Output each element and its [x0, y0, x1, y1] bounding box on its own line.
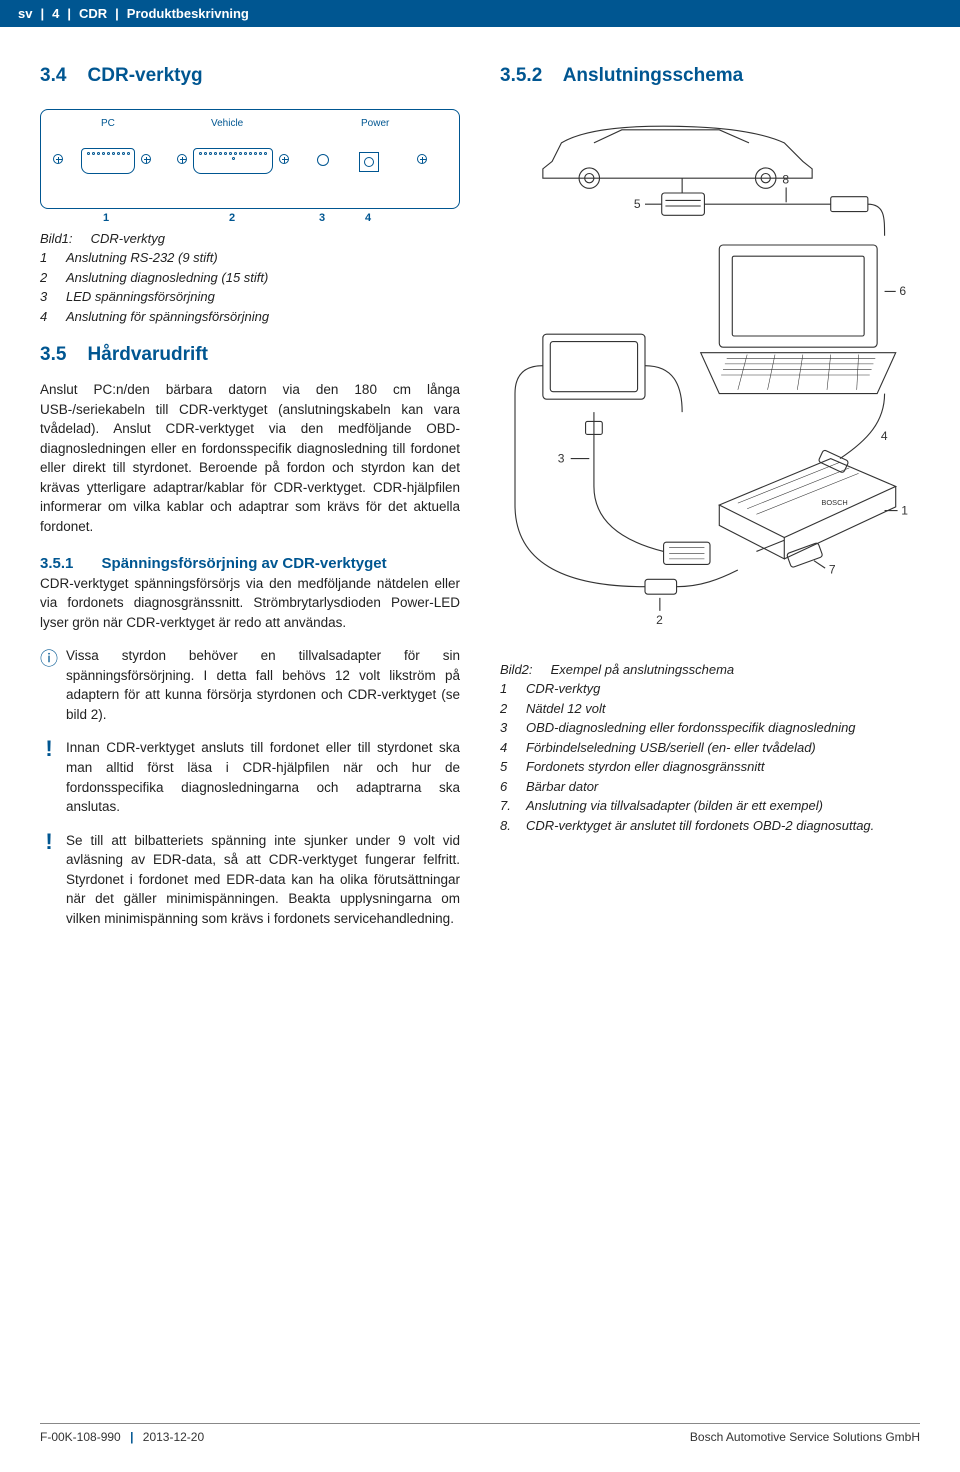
callout-num: 3: [319, 212, 325, 224]
header-lang: sv: [18, 6, 32, 21]
heading-3-4: 3.4 CDR-verktyg: [40, 65, 203, 87]
legend-text: LED spänningsförsörjning: [66, 287, 215, 307]
caption-title: Exempel på anslutningsschema: [551, 662, 735, 677]
separator-icon: |: [115, 6, 119, 21]
callout-num: 1: [103, 212, 109, 224]
legend-num: 3: [500, 718, 516, 738]
legend-text: Bärbar dator: [526, 777, 598, 797]
caption-label: Bild1:: [40, 231, 73, 246]
connection-schema-diagram: 8 5 6: [500, 115, 920, 635]
body-paragraph: Anslut PC:n/den bärbara datorn via den 1…: [40, 380, 460, 537]
legend-text: OBD-diagnosledning eller fordonsspecifik…: [526, 718, 856, 738]
note-text: Se till att bilbatteriets spänning inte …: [66, 831, 460, 929]
header-section: Produktbeskrivning: [127, 6, 249, 21]
heading-num: 3.5.1: [40, 555, 73, 572]
legend-text: Fordonets styrdon eller diagnosgränssnit…: [526, 757, 764, 777]
svg-text:BOSCH: BOSCH: [821, 498, 847, 507]
header-product: CDR: [79, 6, 107, 21]
legend-num: 4: [40, 307, 56, 327]
dsub15-port-icon: [193, 148, 273, 174]
legend-num: 1: [500, 679, 516, 699]
page-footer: F-00K-108-990 | 2013-12-20 Bosch Automot…: [40, 1423, 920, 1444]
info-icon: ⓘ: [40, 646, 58, 724]
legend-num: 8.: [500, 816, 516, 836]
heading-3-5-1: 3.5.1 Spänningsförsörjning av CDR-verkty…: [40, 555, 460, 572]
callout-num: 2: [229, 212, 235, 224]
right-column: 3.5.2 Anslutningsschema 8: [500, 47, 920, 929]
legend-text: Anslutning för spänningsförsörjning: [66, 307, 269, 327]
callout: 8: [782, 173, 789, 187]
legend-num: 4: [500, 738, 516, 758]
legend-num: 2: [40, 268, 56, 288]
heading-num: 3.5: [40, 344, 66, 365]
cdr-tool-panel-diagram: PC Vehicle Power 1 2 3 4: [40, 109, 460, 209]
header-page: 4: [52, 6, 59, 21]
legend-text: Anslutning via tillvalsadapter (bilden ä…: [526, 796, 823, 816]
figure-legend: 1 CDR-verktyg 2 Nätdel 12 volt 3 OBD-diagno…: [500, 679, 920, 835]
screw-icon: [417, 154, 427, 164]
callout: 5: [634, 197, 641, 211]
heading-title: Hårdvarudrift: [88, 344, 208, 365]
heading-3-5-2: 3.5.2 Anslutningsschema: [500, 65, 920, 87]
screw-icon: [279, 154, 289, 164]
caption-title: CDR-verktyg: [91, 231, 165, 246]
warning-icon: !: [40, 831, 58, 929]
legend-text: CDR-verktyg: [526, 679, 600, 699]
footer-date: 2013-12-20: [143, 1430, 204, 1444]
led-icon: [317, 154, 329, 166]
figure-caption: Bild1: CDR-verktyg: [40, 231, 460, 246]
figure-legend: 1 Anslutning RS-232 (9 stift) 2 Anslutning…: [40, 248, 460, 326]
legend-num: 6: [500, 777, 516, 797]
footer-doc-id: F-00K-108-990: [40, 1430, 121, 1444]
screw-icon: [177, 154, 187, 164]
separator-icon: |: [67, 6, 71, 21]
legend-text: Förbindelseledning USB/seriell (en- elle…: [526, 738, 816, 758]
page-header: sv | 4 | CDR | Produktbeskrivning: [0, 0, 960, 27]
note-text: Innan CDR-verktyget ansluts till fordone…: [66, 738, 460, 816]
port-label-vehicle: Vehicle: [211, 118, 243, 129]
note-text: Vissa styrdon behöver en tillvalsadapter…: [66, 646, 460, 724]
warning-icon: !: [40, 738, 58, 816]
warning-note: ! Se till att bilbatteriets spänning int…: [40, 831, 460, 929]
port-label-pc: PC: [101, 118, 115, 129]
screw-icon: [141, 154, 151, 164]
callout: 6: [899, 284, 906, 298]
footer-company: Bosch Automotive Service Solutions GmbH: [690, 1430, 920, 1444]
legend-text: Nätdel 12 volt: [526, 699, 606, 719]
legend-num: 7.: [500, 796, 516, 816]
separator-icon: |: [130, 1430, 133, 1444]
caption-label: Bild2:: [500, 662, 533, 677]
callout: 1: [901, 503, 908, 517]
figure-caption: Bild2: Exempel på anslutningsschema: [500, 662, 920, 677]
heading-num: 3.5.2: [500, 65, 542, 86]
warning-note: ! Innan CDR-verktyget ansluts till fordo…: [40, 738, 460, 816]
separator-icon: |: [40, 6, 44, 21]
callout: 3: [558, 451, 565, 465]
heading-title: Spänningsförsörjning av CDR-verktyget: [102, 555, 387, 572]
power-jack-icon: [359, 152, 379, 172]
legend-num: 3: [40, 287, 56, 307]
legend-text: Anslutning diagnosledning (15 stift): [66, 268, 268, 288]
legend-num: 5: [500, 757, 516, 777]
dsub9-port-icon: [81, 148, 135, 174]
left-column: 3.4 CDR-verktyg PC Vehicle Power 1 2: [40, 47, 460, 929]
screw-icon: [53, 154, 63, 164]
heading-title: Anslutningsschema: [563, 65, 744, 86]
heading-3-5: 3.5 Hårdvarudrift: [40, 344, 460, 366]
port-label-power: Power: [361, 118, 389, 129]
callout-num: 4: [365, 212, 371, 224]
legend-num: 1: [40, 248, 56, 268]
heading-title: CDR-verktyg: [88, 65, 203, 86]
info-note: ⓘ Vissa styrdon behöver en tillvalsadapt…: [40, 646, 460, 724]
heading-num: 3.4: [40, 65, 66, 86]
callout: 4: [881, 429, 888, 443]
legend-text: CDR-verktyget är anslutet till fordonets…: [526, 816, 874, 836]
legend-text: Anslutning RS-232 (9 stift): [66, 248, 218, 268]
legend-num: 2: [500, 699, 516, 719]
callout: 2: [656, 613, 663, 627]
callout: 7: [829, 563, 836, 577]
body-paragraph: CDR-verktyget spänningsförsörjs via den …: [40, 574, 460, 633]
